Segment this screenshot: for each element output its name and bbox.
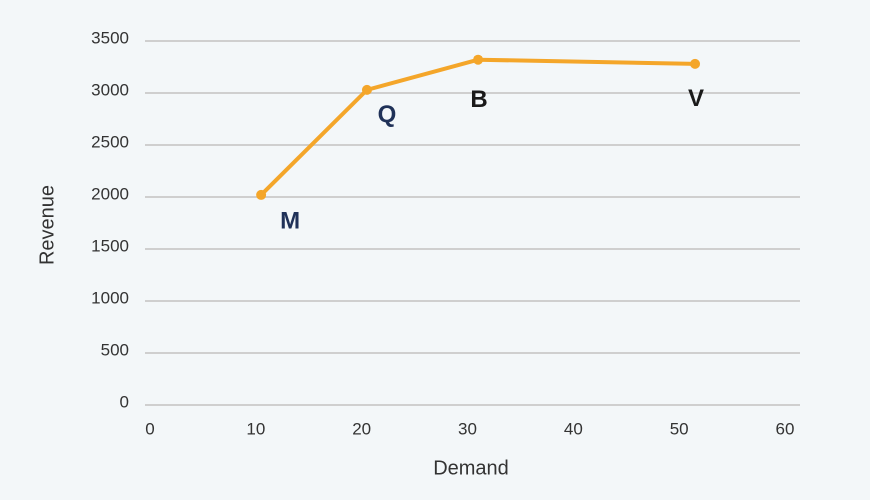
y-tick-label: 3000 bbox=[91, 80, 129, 99]
y-tick-label: 0 bbox=[120, 392, 129, 411]
y-tick-label: 1500 bbox=[91, 236, 129, 255]
y-tick-label: 500 bbox=[101, 340, 129, 359]
y-tick-label: 2000 bbox=[91, 184, 129, 203]
point-label: M bbox=[280, 207, 300, 234]
y-axis-title: Revenue bbox=[36, 185, 58, 265]
y-tick-label: 1000 bbox=[91, 288, 129, 307]
x-axis-title: Demand bbox=[433, 457, 509, 479]
line bbox=[259, 57, 696, 197]
point-label: Q bbox=[378, 101, 397, 128]
x-tick-label: 10 bbox=[246, 419, 265, 438]
point bbox=[690, 58, 701, 69]
x-tick-label: 50 bbox=[670, 419, 689, 438]
point bbox=[256, 189, 267, 200]
point bbox=[361, 84, 372, 95]
x-tick-label: 40 bbox=[564, 419, 583, 438]
y-tick-label: 2500 bbox=[91, 132, 129, 151]
x-tick-label: 0 bbox=[145, 419, 154, 438]
y-tick-label: 3500 bbox=[91, 28, 129, 47]
x-tick-label: 60 bbox=[776, 419, 795, 438]
point-label: B bbox=[470, 86, 487, 113]
x-tick-label: 30 bbox=[458, 419, 477, 438]
x-tick-label: 20 bbox=[352, 419, 371, 438]
point bbox=[473, 54, 484, 65]
point-label: V bbox=[688, 85, 704, 112]
